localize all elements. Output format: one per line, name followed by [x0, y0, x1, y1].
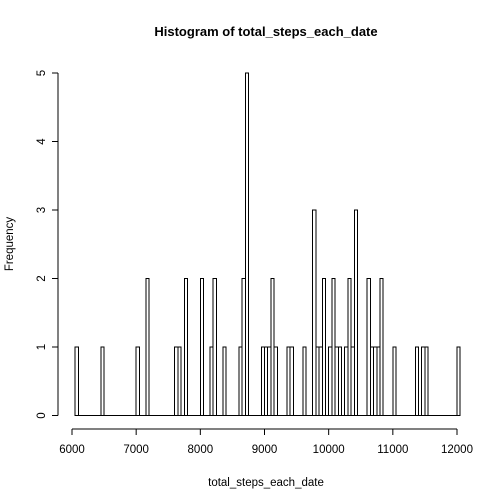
- histogram-bar: [353, 209, 359, 416]
- histogram-bar: [392, 346, 397, 416]
- histogram-bar: [379, 278, 384, 416]
- x-axis-label: total_steps_each_date: [208, 477, 324, 489]
- histogram-bar: [289, 346, 294, 416]
- histogram-bar: [414, 346, 419, 416]
- x-tick-label: 12000: [441, 444, 473, 456]
- histogram-bar: [177, 346, 182, 416]
- histogram-bar: [145, 278, 150, 416]
- histogram-bar: [244, 72, 249, 416]
- x-tick-label: 6000: [59, 444, 85, 456]
- y-tick-label: 3: [36, 207, 48, 213]
- histogram-bar: [199, 278, 205, 416]
- histogram-bar: [312, 209, 317, 416]
- x-axis: 6000 7000 8000 9000 10000 11000 12000: [59, 428, 473, 456]
- histogram-bars: [74, 72, 461, 416]
- y-tick-label: 0: [36, 412, 48, 418]
- histogram-bar: [135, 346, 140, 416]
- histogram-bar: [212, 278, 217, 416]
- y-tick-label: 2: [36, 275, 48, 281]
- histogram-bar: [100, 346, 105, 416]
- y-axis: 0 1 2 3 4 5: [36, 70, 59, 419]
- histogram-bar: [424, 346, 429, 416]
- x-tick-label: 7000: [123, 444, 149, 456]
- histogram-bar: [273, 346, 278, 416]
- histogram-bar: [183, 278, 189, 416]
- histogram-bar: [337, 346, 342, 416]
- y-axis-label: Frequency: [4, 217, 16, 272]
- x-tick-label: 11000: [377, 444, 408, 456]
- x-tick-label: 8000: [188, 444, 214, 456]
- histogram-bar: [456, 346, 461, 416]
- histogram-bar: [302, 346, 307, 416]
- histogram-bar: [74, 346, 79, 416]
- y-tick-label: 1: [36, 344, 48, 350]
- y-tick-label: 4: [36, 138, 48, 145]
- y-tick-label: 5: [36, 70, 48, 76]
- histogram-bar: [222, 346, 227, 416]
- histogram-bar: [321, 278, 326, 416]
- x-tick-label: 9000: [252, 444, 278, 456]
- chart-title: Histogram of total_steps_each_date: [154, 24, 377, 39]
- x-tick-label: 10000: [313, 444, 345, 456]
